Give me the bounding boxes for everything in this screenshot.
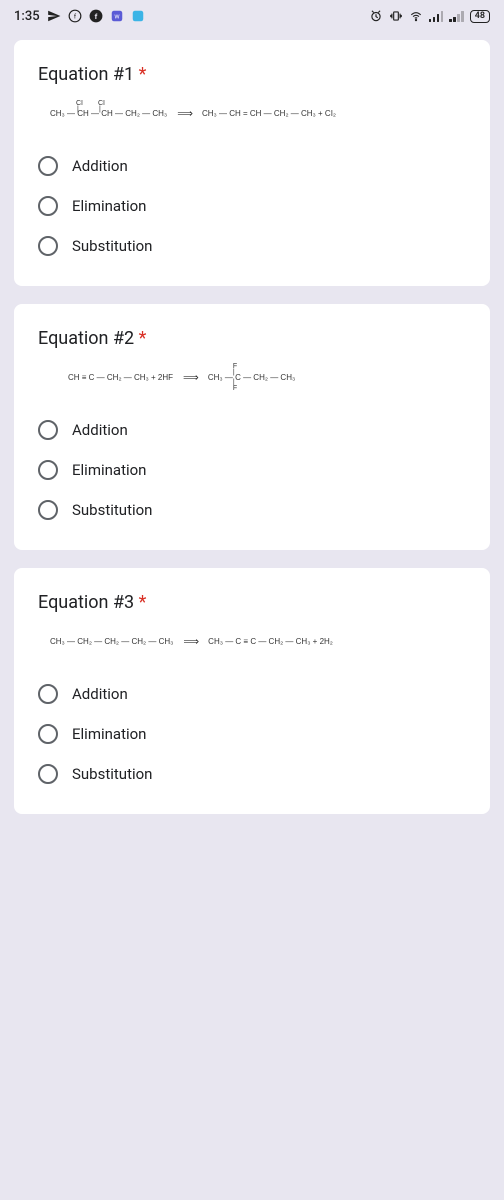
battery-indicator: 48 [470, 10, 490, 23]
status-time: 1:35 [14, 9, 40, 24]
radio-icon [38, 460, 58, 480]
radio-icon [38, 764, 58, 784]
option-label: Addition [72, 421, 128, 439]
app-icon: W [110, 9, 124, 23]
equation-3: CH₃ — CH₂ — CH₂ — CH₂ — CH₃ ⟹ CH₃ — C ≡ … [50, 635, 466, 648]
app2-icon [131, 9, 145, 23]
option-substitution[interactable]: Substitution [38, 490, 466, 530]
eq1-product: CH₃ — CH = CH — CH₂ — CH₃ + CI₂ [202, 109, 336, 118]
equation-2: CH ≡ C — CH₂ — CH₃ + 2HF ⟹ F | CH₃ — C —… [68, 371, 466, 384]
facebook-icon: f [89, 9, 103, 23]
status-right: 48 [369, 9, 490, 23]
required-asterisk: * [139, 592, 147, 613]
option-substitution[interactable]: Substitution [38, 226, 466, 266]
vibrate-icon [389, 9, 403, 23]
svg-text:f: f [94, 12, 97, 21]
option-elimination[interactable]: Elimination [38, 186, 466, 226]
status-left: 1:35 f f W [14, 9, 145, 24]
radio-icon [38, 724, 58, 744]
radio-icon [38, 684, 58, 704]
signal-1-icon [429, 11, 444, 22]
eq2-product: F | CH₃ — C — CH₂ — CH₃ | F [208, 373, 295, 382]
question-title: Equation #1 * [38, 64, 466, 85]
question-card-2: Equation #2 * CH ≡ C — CH₂ — CH₃ + 2HF ⟹… [14, 304, 490, 550]
radio-icon [38, 196, 58, 216]
option-label: Addition [72, 685, 128, 703]
question-card-1: Equation #1 * CI | CI | CH₃ — CH — CH — … [14, 40, 490, 286]
status-bar: 1:35 f f W 48 [0, 0, 504, 32]
eq2-reactant: CH ≡ C — CH₂ — CH₃ + 2HF [68, 373, 173, 382]
radio-icon [38, 236, 58, 256]
eq3-product: CH₃ — C ≡ C — CH₂ — CH₃ + 2H₂ [208, 637, 333, 646]
question-title-text: Equation #3 [38, 592, 134, 613]
eq1-reactant: CI | CI | CH₃ — CH — CH — CH₂ — CH₃ [50, 109, 167, 118]
required-asterisk: * [139, 328, 147, 349]
arrow-icon: ⟹ [177, 107, 192, 120]
option-label: Elimination [72, 197, 146, 215]
radio-icon [38, 156, 58, 176]
question-card-3: Equation #3 * CH₃ — CH₂ — CH₂ — CH₂ — CH… [14, 568, 490, 814]
alarm-icon [369, 9, 383, 23]
option-label: Elimination [72, 725, 146, 743]
option-label: Substitution [72, 237, 152, 255]
arrow-icon: ⟹ [183, 371, 198, 384]
question-title-text: Equation #1 [38, 64, 134, 85]
arrow-icon: ⟹ [183, 635, 198, 648]
svg-text:f: f [73, 12, 76, 20]
option-elimination[interactable]: Elimination [38, 714, 466, 754]
option-label: Substitution [72, 501, 152, 519]
question-title-text: Equation #2 [38, 328, 134, 349]
question-title: Equation #2 * [38, 328, 466, 349]
send-icon [47, 9, 61, 23]
required-asterisk: * [139, 64, 147, 85]
circle-f-icon: f [68, 9, 82, 23]
option-addition[interactable]: Addition [38, 410, 466, 450]
option-label: Elimination [72, 461, 146, 479]
signal-2-icon [449, 11, 464, 22]
eq3-reactant: CH₃ — CH₂ — CH₂ — CH₂ — CH₃ [50, 637, 173, 646]
wifi-icon [409, 9, 423, 23]
radio-icon [38, 420, 58, 440]
option-label: Addition [72, 157, 128, 175]
form-content: Equation #1 * CI | CI | CH₃ — CH — CH — … [0, 32, 504, 840]
option-substitution[interactable]: Substitution [38, 754, 466, 794]
option-label: Substitution [72, 765, 152, 783]
equation-1: CI | CI | CH₃ — CH — CH — CH₂ — CH₃ ⟹ CH… [50, 107, 466, 120]
svg-text:W: W [114, 14, 120, 20]
option-addition[interactable]: Addition [38, 146, 466, 186]
option-addition[interactable]: Addition [38, 674, 466, 714]
question-title: Equation #3 * [38, 592, 466, 613]
option-elimination[interactable]: Elimination [38, 450, 466, 490]
radio-icon [38, 500, 58, 520]
